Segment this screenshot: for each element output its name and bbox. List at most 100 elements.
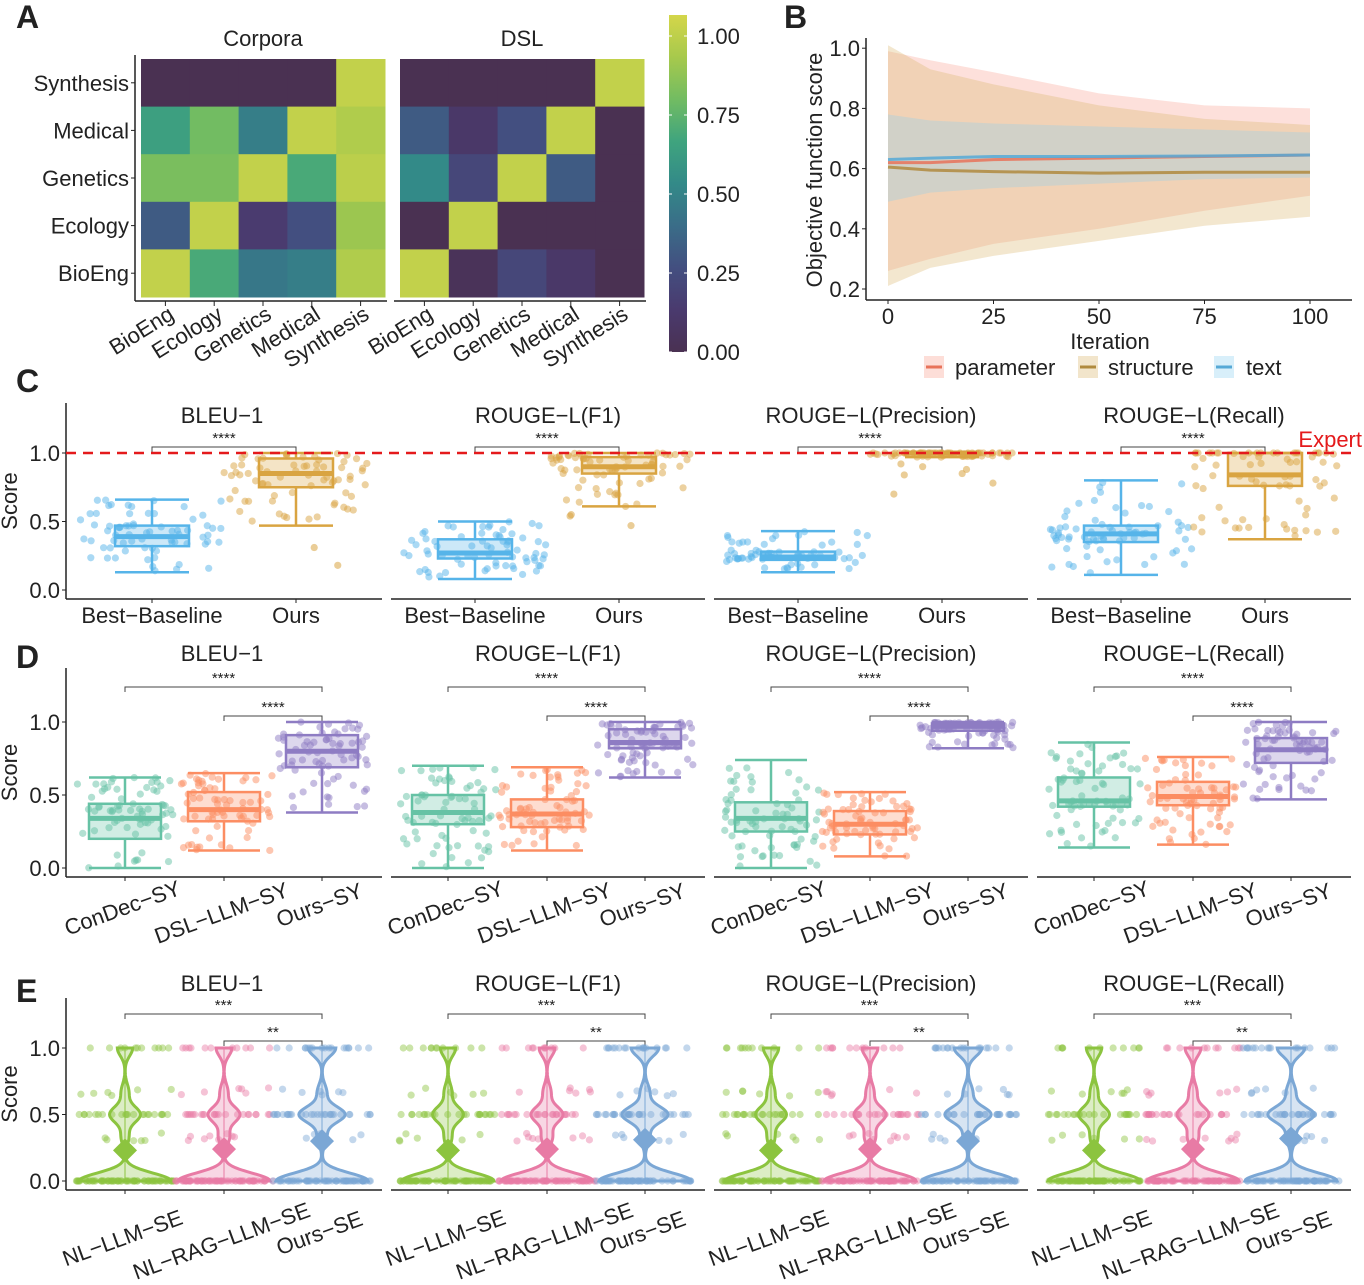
y-axis-title: Score bbox=[0, 1065, 22, 1122]
data-point bbox=[1214, 814, 1222, 822]
data-point bbox=[1149, 822, 1157, 830]
data-point bbox=[200, 1088, 208, 1096]
data-point bbox=[206, 784, 214, 792]
data-point bbox=[1255, 766, 1264, 774]
data-point bbox=[1198, 528, 1206, 536]
data-point bbox=[1165, 835, 1173, 843]
data-point bbox=[849, 794, 857, 802]
heatmap-cell bbox=[546, 201, 596, 250]
data-point bbox=[647, 1110, 655, 1119]
data-point bbox=[1197, 759, 1206, 767]
data-point bbox=[265, 1044, 274, 1052]
heatmap-cell bbox=[336, 59, 386, 108]
data-point bbox=[617, 756, 625, 764]
data-point bbox=[508, 841, 516, 849]
box-2 bbox=[580, 451, 658, 508]
data-point bbox=[1264, 726, 1272, 735]
facet-2: ROUGE−L(F1) Best−Baseline Ours **** bbox=[391, 403, 705, 628]
data-point bbox=[123, 823, 131, 832]
data-point bbox=[1261, 780, 1269, 789]
data-point bbox=[175, 560, 183, 569]
data-point bbox=[395, 1136, 403, 1144]
data-point bbox=[399, 1044, 407, 1052]
heatmap-cell bbox=[546, 106, 596, 155]
data-point bbox=[138, 849, 146, 857]
data-point bbox=[1223, 828, 1231, 836]
data-point bbox=[811, 561, 819, 569]
data-point bbox=[76, 516, 85, 524]
data-point bbox=[722, 1110, 730, 1119]
box-1 bbox=[436, 520, 514, 581]
data-point bbox=[581, 769, 590, 777]
x-tick-label: Best−Baseline bbox=[404, 603, 545, 628]
jitter-points bbox=[220, 449, 371, 569]
data-point bbox=[458, 814, 466, 823]
legend-label: text bbox=[1246, 355, 1281, 380]
box-1 bbox=[113, 498, 191, 574]
data-point bbox=[173, 526, 182, 535]
data-point bbox=[253, 811, 261, 819]
data-point bbox=[1136, 780, 1144, 788]
data-point bbox=[403, 840, 411, 848]
data-point bbox=[928, 731, 936, 739]
box-iqr bbox=[186, 790, 262, 823]
facet-title: BLEU−1 bbox=[181, 971, 264, 996]
data-point bbox=[797, 563, 805, 571]
data-point bbox=[520, 826, 528, 835]
data-point bbox=[1100, 780, 1108, 789]
data-point bbox=[107, 778, 116, 786]
data-point bbox=[226, 495, 234, 503]
heatmap-cell bbox=[448, 201, 499, 250]
data-point bbox=[298, 1088, 306, 1097]
data-point bbox=[1264, 1044, 1272, 1052]
data-point bbox=[624, 1110, 632, 1119]
data-point bbox=[921, 723, 930, 731]
data-point bbox=[475, 1110, 483, 1119]
data-point bbox=[1176, 1044, 1184, 1052]
data-point bbox=[144, 805, 152, 813]
data-point bbox=[582, 782, 590, 790]
significance-label: *** bbox=[538, 997, 556, 1014]
data-point bbox=[1109, 814, 1117, 822]
facet-title: DSL bbox=[501, 26, 544, 51]
data-point bbox=[361, 481, 369, 489]
data-point bbox=[334, 561, 342, 569]
data-point bbox=[601, 1110, 609, 1119]
data-point bbox=[953, 738, 962, 746]
data-point bbox=[478, 1044, 486, 1052]
data-point bbox=[354, 725, 362, 733]
data-point bbox=[819, 842, 827, 850]
data-point bbox=[752, 823, 760, 831]
data-point bbox=[1190, 523, 1198, 531]
x-tick-label: Ours bbox=[595, 603, 643, 628]
data-point bbox=[402, 792, 411, 801]
data-point bbox=[681, 1110, 689, 1119]
data-point bbox=[1058, 1131, 1067, 1139]
data-point bbox=[505, 1110, 514, 1119]
jitter-points bbox=[1046, 479, 1196, 577]
data-point bbox=[897, 460, 905, 468]
data-point bbox=[1318, 738, 1326, 746]
data-point bbox=[625, 758, 634, 766]
box-iqr bbox=[607, 728, 683, 750]
significance-bracket bbox=[223, 1040, 323, 1046]
data-point bbox=[806, 857, 814, 865]
heatmap-cell bbox=[238, 59, 288, 108]
box-1 bbox=[410, 764, 486, 870]
data-point bbox=[785, 1092, 794, 1100]
data-point bbox=[330, 1110, 338, 1119]
data-point bbox=[793, 840, 802, 849]
data-point bbox=[679, 1110, 687, 1119]
data-point bbox=[285, 1110, 293, 1119]
significance-label: *** bbox=[861, 997, 879, 1014]
data-point bbox=[594, 741, 602, 749]
data-point bbox=[331, 499, 339, 507]
data-point bbox=[1329, 1110, 1337, 1119]
data-point bbox=[180, 815, 188, 823]
data-point bbox=[862, 826, 870, 834]
data-point bbox=[1292, 458, 1301, 466]
facet-3: ROUGE−L(Precision)ConDec−SYDSL−LLM−SYOur… bbox=[707, 641, 1028, 949]
heatmap-cell bbox=[287, 249, 337, 298]
data-point bbox=[502, 562, 510, 570]
data-point bbox=[572, 841, 580, 850]
